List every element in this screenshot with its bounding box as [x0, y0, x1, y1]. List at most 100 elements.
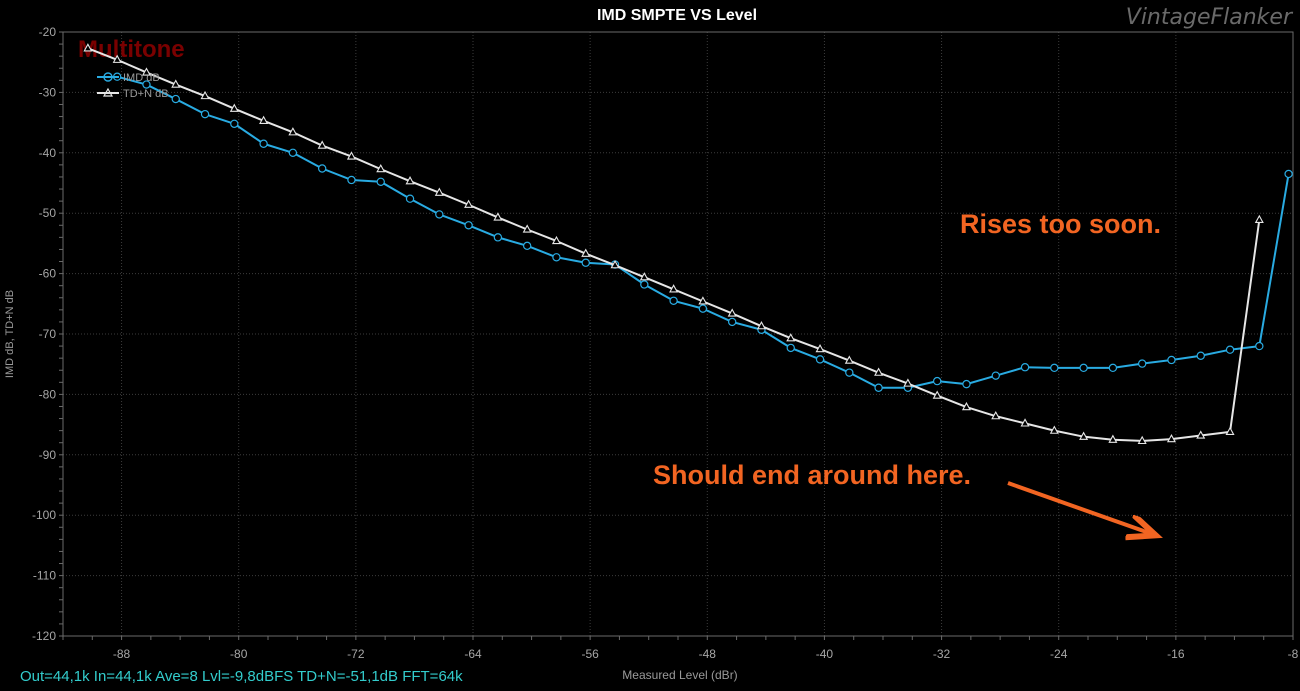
imd-data-point [1284, 169, 1293, 179]
legend-tdn-label: TD+N dB [123, 88, 169, 100]
y-tick-label: -90 [39, 448, 57, 462]
x-tick-label: -72 [347, 647, 365, 661]
annotation-arrow [1007, 481, 1152, 534]
tdn-data-point [1137, 435, 1147, 445]
tdn-data-point [1166, 433, 1176, 443]
legend: IMD dB TD+N dB [97, 72, 169, 100]
y-tick-label: -120 [32, 629, 56, 643]
legend-imd-marker [103, 72, 113, 82]
imd-data-point [522, 241, 532, 251]
watermark-text: VintageFlanker [1126, 5, 1294, 30]
tdn-data-point [229, 103, 239, 112]
imd-data-point [317, 164, 327, 173]
legend-tdn-marker [102, 87, 114, 97]
tdn-data-point [786, 333, 796, 342]
imd-data-point [962, 379, 971, 389]
tdn-data-point [1079, 431, 1089, 440]
legend-imd-label: IMD dB [123, 72, 160, 84]
imd-data-point [815, 355, 825, 364]
tdn-data-point [346, 151, 356, 160]
tdn-data-point [434, 187, 444, 196]
tdn-data-point [610, 259, 620, 269]
tdn-data-point [844, 355, 854, 364]
imd-data-point [640, 280, 649, 289]
tdn-data-point [141, 67, 151, 76]
x-tick-label: -64 [464, 647, 482, 661]
y-tick-label: -80 [39, 387, 57, 401]
tdn-data-point [376, 163, 386, 173]
tdn-data-point [522, 224, 532, 233]
imd-data-point [1079, 363, 1088, 373]
tdn-series-line [87, 47, 1261, 442]
imd-data-point [1167, 355, 1176, 365]
x-tick-label: -16 [1167, 647, 1185, 661]
y-tick-label: -50 [39, 206, 57, 220]
tdn-data-point [581, 248, 591, 257]
imd-data-point [932, 376, 942, 386]
tdn-data-point [815, 343, 825, 353]
tdn-data-point [464, 199, 474, 208]
tdn-data-point [1225, 426, 1235, 435]
tdn-data-point [1196, 430, 1206, 439]
y-tick-label: -60 [39, 267, 57, 281]
tdn-data-point [903, 378, 913, 387]
tdn-data-point [112, 54, 122, 63]
y-tick-label: -100 [32, 508, 56, 522]
x-tick-label: -80 [230, 647, 248, 661]
tdn-data-point [1108, 434, 1118, 443]
brand-label: Multitone [78, 36, 185, 63]
tdn-data-point [756, 320, 766, 330]
tdn-data-point [317, 140, 327, 149]
imd-data-point [991, 371, 1000, 380]
imd-data-point [874, 383, 883, 392]
y-tick-label: -20 [39, 25, 57, 39]
imd-data-point [200, 109, 210, 119]
annotation-rises-too-soon: Rises too soon. [960, 209, 1161, 239]
chart-title: IMD SMPTE VS Level [597, 7, 757, 24]
imd-data-point [1137, 359, 1147, 368]
imd-data-point [1255, 341, 1264, 351]
y-tick-label: -110 [33, 569, 56, 583]
tdn-data-point [639, 272, 649, 281]
tdn-data-point [961, 401, 971, 411]
imd-data-point [230, 119, 239, 129]
grid [63, 31, 1294, 637]
x-tick-label: -24 [1050, 647, 1068, 661]
imd-data-point [1050, 363, 1059, 373]
imd-data-point [347, 175, 356, 185]
tdn-data-point [551, 235, 561, 245]
x-axis-ticks: -88 -80 -72 -64 -56 -48 -40 -32 -24 -16 -8 [62, 636, 1299, 661]
imd-data-point [288, 148, 298, 157]
x-tick-label: -8 [1288, 647, 1299, 661]
imd-data-point [581, 258, 590, 267]
tdn-data-point [1049, 425, 1059, 434]
tdn-data-point [669, 284, 679, 293]
imd-data-point [727, 317, 737, 327]
tdn-data-point [727, 308, 737, 317]
imd-data-point [1196, 351, 1205, 360]
imd-data-point [142, 80, 151, 89]
annotation-should-end-here: Should end around here. [653, 460, 971, 490]
tdn-data-point [171, 79, 181, 88]
x-tick-label: -88 [113, 647, 131, 661]
imd-data-point [1020, 363, 1030, 372]
tdn-data-point [874, 367, 884, 376]
tdn-data-point [991, 410, 1001, 420]
y-tick-label: -40 [39, 146, 57, 160]
imd-data-point [1108, 363, 1118, 373]
imd-data-point [259, 139, 268, 148]
tdn-data-point [405, 176, 415, 185]
imd-data-point [376, 177, 385, 186]
imd-data-point [698, 304, 708, 313]
tdn-data-point [698, 296, 708, 305]
x-tick-label: -32 [933, 647, 951, 661]
tdn-data-point [932, 390, 942, 399]
tdn-data-point [1254, 214, 1264, 223]
imd-data-point [786, 343, 795, 353]
y-tick-label: -70 [39, 327, 57, 341]
imd-data-point [405, 194, 415, 203]
imd-data-point [435, 210, 444, 219]
tdn-data-point [288, 127, 298, 136]
tdn-data-point [493, 212, 503, 221]
imd-data-point [464, 221, 473, 230]
